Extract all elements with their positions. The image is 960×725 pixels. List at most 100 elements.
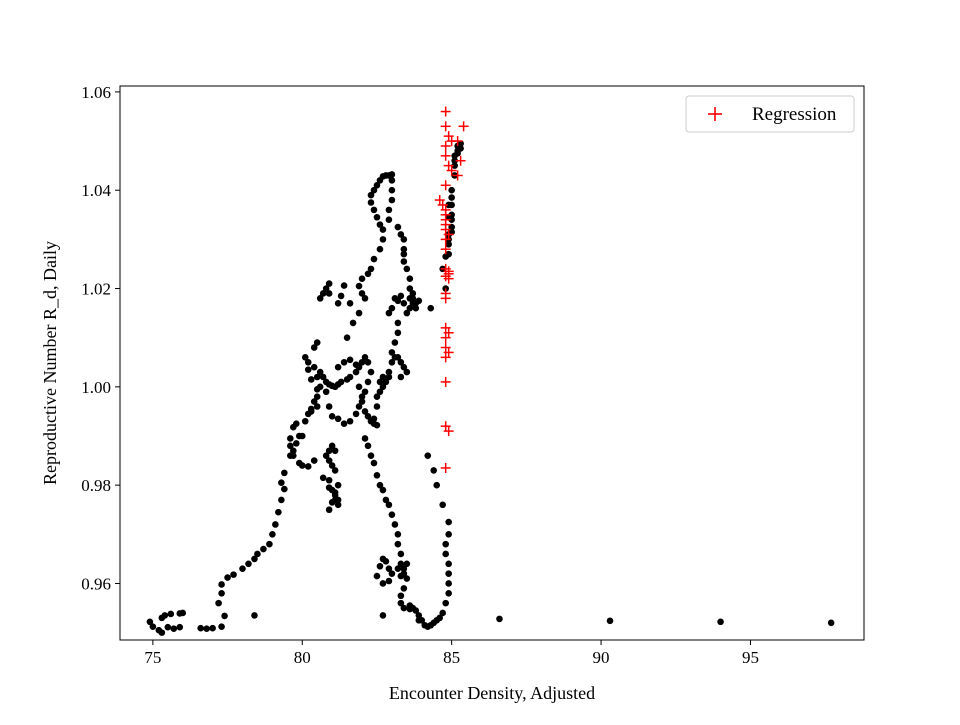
data-point	[448, 194, 455, 201]
data-point	[409, 299, 417, 307]
data-point	[409, 604, 417, 612]
data-point	[388, 304, 396, 312]
data-point	[310, 398, 318, 405]
data-point	[388, 358, 396, 366]
data-point	[218, 590, 225, 597]
data-point	[251, 555, 258, 563]
data-point	[352, 361, 360, 369]
data-point	[319, 373, 327, 381]
data-point	[445, 580, 452, 587]
data-point	[397, 292, 405, 300]
data-point	[364, 442, 372, 450]
data-point	[325, 506, 333, 514]
data-point	[325, 476, 333, 484]
y-tick-label: 0.98	[81, 476, 111, 495]
data-point	[287, 435, 294, 442]
data-point	[376, 177, 384, 184]
data-point	[170, 625, 178, 632]
data-point	[400, 604, 408, 612]
data-point	[379, 383, 387, 391]
data-point	[167, 610, 175, 618]
data-point	[349, 319, 357, 327]
data-point	[376, 388, 384, 396]
data-point	[400, 565, 408, 573]
data-point	[251, 612, 258, 619]
data-point	[385, 565, 393, 573]
data-point	[346, 417, 354, 425]
data-point	[278, 479, 285, 486]
regression-point	[440, 376, 451, 387]
data-point	[218, 623, 225, 631]
data-point	[367, 452, 375, 459]
data-point	[310, 457, 318, 464]
data-point	[373, 572, 381, 580]
data-point	[364, 378, 372, 386]
data-point	[451, 162, 458, 169]
data-point	[373, 421, 381, 429]
data-point	[376, 245, 384, 253]
data-point	[400, 258, 408, 265]
data-point	[230, 571, 237, 578]
data-point	[328, 499, 336, 506]
data-point	[355, 403, 363, 410]
data-point	[364, 358, 372, 366]
data-point	[313, 339, 321, 346]
data-point	[445, 590, 452, 597]
axes: 75 80 85 90 95 0.96 0.98 1.00 1.02 1.04 1.06	[81, 83, 759, 667]
data-point	[325, 447, 333, 455]
data-point	[379, 612, 387, 619]
data-point	[406, 304, 414, 312]
data-point	[394, 319, 402, 327]
data-point	[313, 393, 321, 400]
data-point	[287, 442, 294, 450]
regression-point	[440, 244, 451, 255]
data-point	[337, 378, 345, 386]
data-point	[406, 285, 414, 292]
data-point	[415, 297, 423, 305]
legend-box	[685, 95, 855, 133]
data-point	[358, 275, 366, 282]
data-point	[331, 467, 339, 474]
data-point	[403, 575, 411, 582]
data-point	[254, 550, 261, 558]
data-point	[412, 304, 420, 312]
data-point	[382, 558, 390, 565]
data-point	[367, 265, 375, 273]
data-point	[269, 531, 276, 538]
regression-point	[458, 121, 469, 132]
data-point	[328, 413, 336, 420]
legend-plus-marker	[708, 107, 722, 121]
data-point	[451, 152, 458, 160]
data-point	[394, 531, 402, 538]
data-point	[340, 420, 348, 428]
data-point	[406, 275, 414, 282]
data-point	[340, 282, 348, 289]
data-point	[376, 481, 384, 489]
data-point	[161, 612, 169, 619]
data-point	[379, 580, 387, 587]
data-point	[370, 206, 378, 214]
data-point	[454, 147, 461, 155]
data-point	[275, 508, 282, 516]
data-point	[355, 383, 363, 391]
data-point	[385, 501, 393, 509]
regression-point	[440, 106, 451, 117]
data-point	[394, 540, 402, 548]
data-point	[403, 265, 411, 273]
x-tick-label: 85	[443, 648, 460, 667]
data-point	[385, 216, 393, 224]
data-point	[224, 574, 231, 581]
plot-marks	[146, 106, 835, 636]
data-point	[397, 550, 405, 558]
data-point	[361, 354, 369, 361]
data-point	[427, 304, 435, 312]
data-point	[424, 452, 432, 459]
data-point	[394, 329, 402, 337]
data-point	[448, 186, 455, 194]
data-point	[346, 299, 354, 307]
data-point	[272, 521, 279, 528]
y-tick-label: 1.06	[81, 83, 111, 102]
data-point	[379, 373, 387, 381]
x-tick-label: 95	[742, 648, 759, 667]
